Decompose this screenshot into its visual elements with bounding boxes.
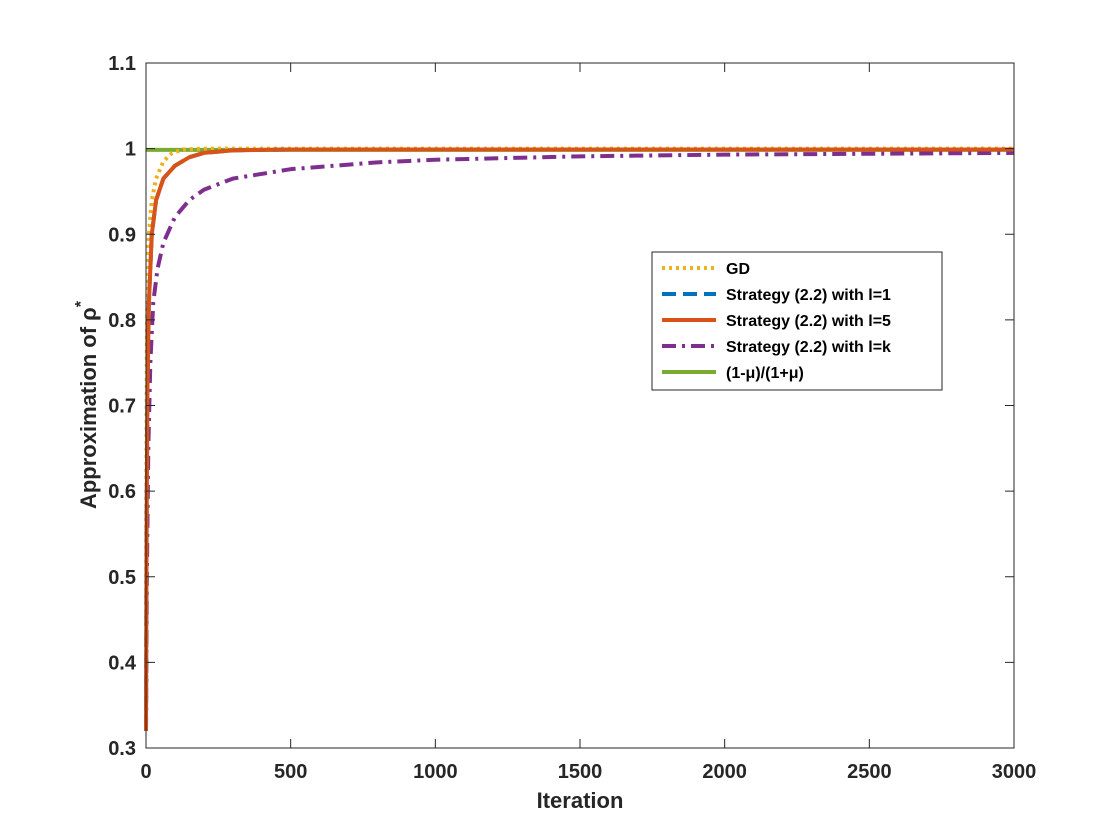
series-line-4 [144, 150, 1015, 731]
legend-label-1: GD [726, 261, 750, 278]
series-line-1 [144, 146, 1014, 731]
x-axis-label: Iteration [537, 788, 624, 813]
y-ticks: 0.3 0.4 0.5 0.6 0.7 0.8 0.9 1 1.1 [108, 53, 1014, 760]
legend: GD Strategy (2.2) with l=1 Strategy (2.2) … [651, 251, 943, 391]
x-tick-label: 1500 [558, 761, 603, 783]
x-tick-label: 500 [274, 761, 307, 783]
y-tick-label: 1 [125, 139, 136, 161]
plot-background [146, 63, 1014, 748]
legend-label-4: Strategy (2.2) with l=k [726, 339, 891, 356]
y-axis-label-main: Approximation of ρ [76, 307, 101, 509]
y-tick-label: 0.9 [108, 224, 136, 246]
y-axis-label-sup: * [73, 300, 90, 307]
legend-label-2: Strategy (2.2) with l=1 [726, 287, 891, 304]
legend-label-3: Strategy (2.2) with l=5 [726, 313, 891, 330]
x-tick-label: 3000 [992, 761, 1037, 783]
y-tick-label: 0.7 [108, 396, 136, 418]
x-tick-label: 2500 [847, 761, 892, 783]
y-tick-label: 1.1 [108, 53, 136, 75]
x-tick-label: 1000 [413, 761, 458, 783]
x-ticks: 0 500 1000 1500 2000 2500 3000 [140, 63, 1036, 783]
legend-label-5: (1-μ)/(1+μ) [726, 365, 804, 382]
y-tick-label: 0.3 [108, 738, 136, 760]
legend-entries: GD Strategy (2.2) with l=1 Strategy (2.2) … [662, 261, 891, 382]
x-tick-label: 0 [140, 761, 151, 783]
x-tick-label: 2000 [702, 761, 747, 783]
series-layer [144, 146, 1015, 731]
series-line-3 [144, 147, 1014, 731]
y-tick-label: 0.5 [108, 567, 136, 589]
y-axis-label: Approximation of ρ* [73, 300, 101, 509]
y-tick-label: 0.8 [108, 310, 136, 332]
y-tick-label: 0.6 [108, 481, 136, 503]
y-tick-label: 0.4 [108, 652, 137, 674]
